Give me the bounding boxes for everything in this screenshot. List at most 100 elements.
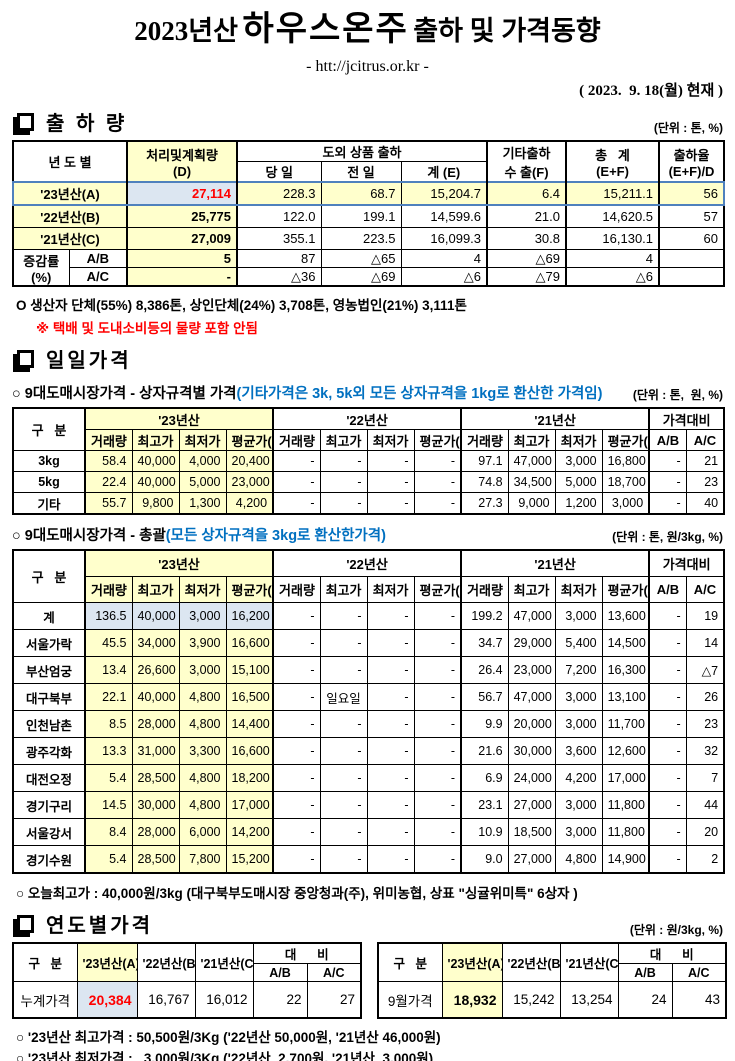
row-label: 9월가격 [377,981,443,1019]
table-cell: 3,000 [601,492,650,515]
table-cell: - [648,710,687,738]
table-cell: 1,300 [178,492,227,515]
table-cell: 3,000 [178,602,227,630]
table-cell: 4,200 [225,492,274,515]
table-cell: 23 [685,471,725,493]
table-cell: - [319,737,368,765]
table-cell: 30,000 [507,737,556,765]
table-cell: - [366,791,415,819]
plan-cell: 5 [126,249,238,268]
table-cell: 4,000 [178,450,227,472]
header-gubun: 구 분 [12,549,86,603]
table-cell: - [413,845,462,874]
table-cell: 9,000 [507,492,556,515]
table-cell: 21.6 [460,737,509,765]
table-cell: - [366,818,415,846]
header-gubun: 구 분 [377,942,443,982]
box-price-table: 구 분'23년산'22년산'21년산가격대비거래량최고가최저가평균가(A)거래량… [12,407,726,515]
total-table-title: ○ 9대도매시장가격 - 총괄(모든 상자규격을 3kg로 환산한가격) [12,528,386,544]
table-cell: 7,200 [554,656,603,684]
table-cell: 31,000 [131,737,180,765]
today-high-note: ○ 오늘최고가 : 40,000원/3kg (대구북부도매시장 중앙청과(주),… [16,886,578,901]
table-cell: 40,000 [131,602,180,630]
header-group: '23년산 [83,407,274,430]
table-cell: - [272,791,321,819]
table-cell: 56.7 [460,683,509,711]
price-row: 경기구리 14.5 30,000 4,800 17,000- - - -23.1 27,000 3… [12,791,725,819]
table-cell: - [413,764,462,792]
box-table-title: ○ 9대도매시장가격 - 상자규격별 가격(기타가격은 3k, 5k외 모든 상… [12,386,603,402]
row-label: 인천남촌 [12,710,86,738]
table-cell: 1,200 [554,492,603,515]
header-sub: 평균가(A) [225,576,274,603]
header-outbound-group: 도외 상품 출하 [236,140,488,162]
table-cell: 34.7 [460,629,509,657]
header-ac: A/C [671,963,727,982]
table-cell: - [413,492,462,515]
price-row: 부산엄궁 13.4 26,600 3,000 15,100- - - -26.4 23,000 7… [12,656,725,684]
header-y23: '23년산(A) [76,942,138,982]
table-cell: - [648,791,687,819]
table-cell: 16,600 [225,629,274,657]
table-cell: 15,100 [225,656,274,684]
table-cell: 6,000 [178,818,227,846]
row-label: 서울가락 [12,629,86,657]
table-cell: 14,620.5 [565,204,660,228]
table-cell: 223.5 [320,227,402,250]
table-cell: 7,800 [178,845,227,874]
table-cell: 28,500 [131,845,180,874]
header-sub: 거래량 [84,429,133,451]
table-cell: 3,900 [178,629,227,657]
table-cell: △65 [320,249,402,268]
table-cell: 58.4 [84,450,133,472]
table-cell: 9.9 [460,710,509,738]
table-cell: 40,000 [131,471,180,493]
page-title: 2023년산 하우스온주 출하 및 가격동향 [12,8,723,57]
table-cell: 3,000 [554,710,603,738]
rate-row: 증감률 (%) A/B 5 87 △65 4 △69 4 [12,249,725,287]
table-cell: 17,000 [225,791,274,819]
section-daily-header: 일일가격 [12,344,723,373]
header-sub: 최고가 [319,576,368,603]
price-row: 계 136.5 40,000 3,000 16,200- - - -199.2 47,000 3,… [12,602,725,630]
section-shipment-title: 출 하 량 [12,107,127,136]
row-label: 계 [12,602,86,630]
table-cell: 8.4 [84,818,133,846]
table-cell: 228.3 [236,181,322,206]
value-ab: 24 [617,981,673,1019]
table-cell: - [413,602,462,630]
section-yearly-header: 연도별가격 (단위 : 원/3kg, %) [12,909,723,938]
table-cell: 14,400 [225,710,274,738]
table-cell: 3,600 [554,737,603,765]
table-cell: △6 [400,267,488,287]
table-cell: - [413,710,462,738]
table-cell: 3,300 [178,737,227,765]
header-y21: '21년산(C) [194,942,254,982]
table-cell: - [648,737,687,765]
table-cell: 44 [685,791,725,819]
table-cell: 34,500 [507,471,556,493]
table-cell: 5.4 [84,764,133,792]
square-bullet-icon [17,112,34,131]
table-cell: 30,000 [131,791,180,819]
title-suffix: 출하 및 가격동향 [413,16,601,46]
yearly-row: 9월가격 18,932 15,242 13,254 24 43 [377,981,727,1019]
box-table-title-row: ○ 9대도매시장가격 - 상자규격별 가격(기타가격은 3k, 5k외 모든 상… [12,382,723,403]
table-cell: - [648,602,687,630]
table-cell: - [272,602,321,630]
table-cell: - [272,845,321,874]
table-cell: 7 [685,764,725,792]
table-cell: 40,000 [131,450,180,472]
table-cell: - [648,629,687,657]
table-cell: 45.5 [84,629,133,657]
table-cell: 60 [658,227,725,250]
table-cell: △6 [565,267,660,287]
report-date: ( 2023. 9. 18(월) 현재 ) [579,83,723,99]
shipment-row: '22년산(B) 25,775 122.0 199.1 14,599.6 21.0 14,6… [12,204,725,228]
price-row: 대구북부 22.1 40,000 4,800 16,500- 일요일 - -56.7 47,00… [12,683,725,711]
section-yearly-title: 연도별가격 [12,909,153,938]
table-cell: 14,900 [601,845,650,874]
header-year: 년 도 별 [12,140,128,183]
table-cell: 4 [565,249,660,268]
